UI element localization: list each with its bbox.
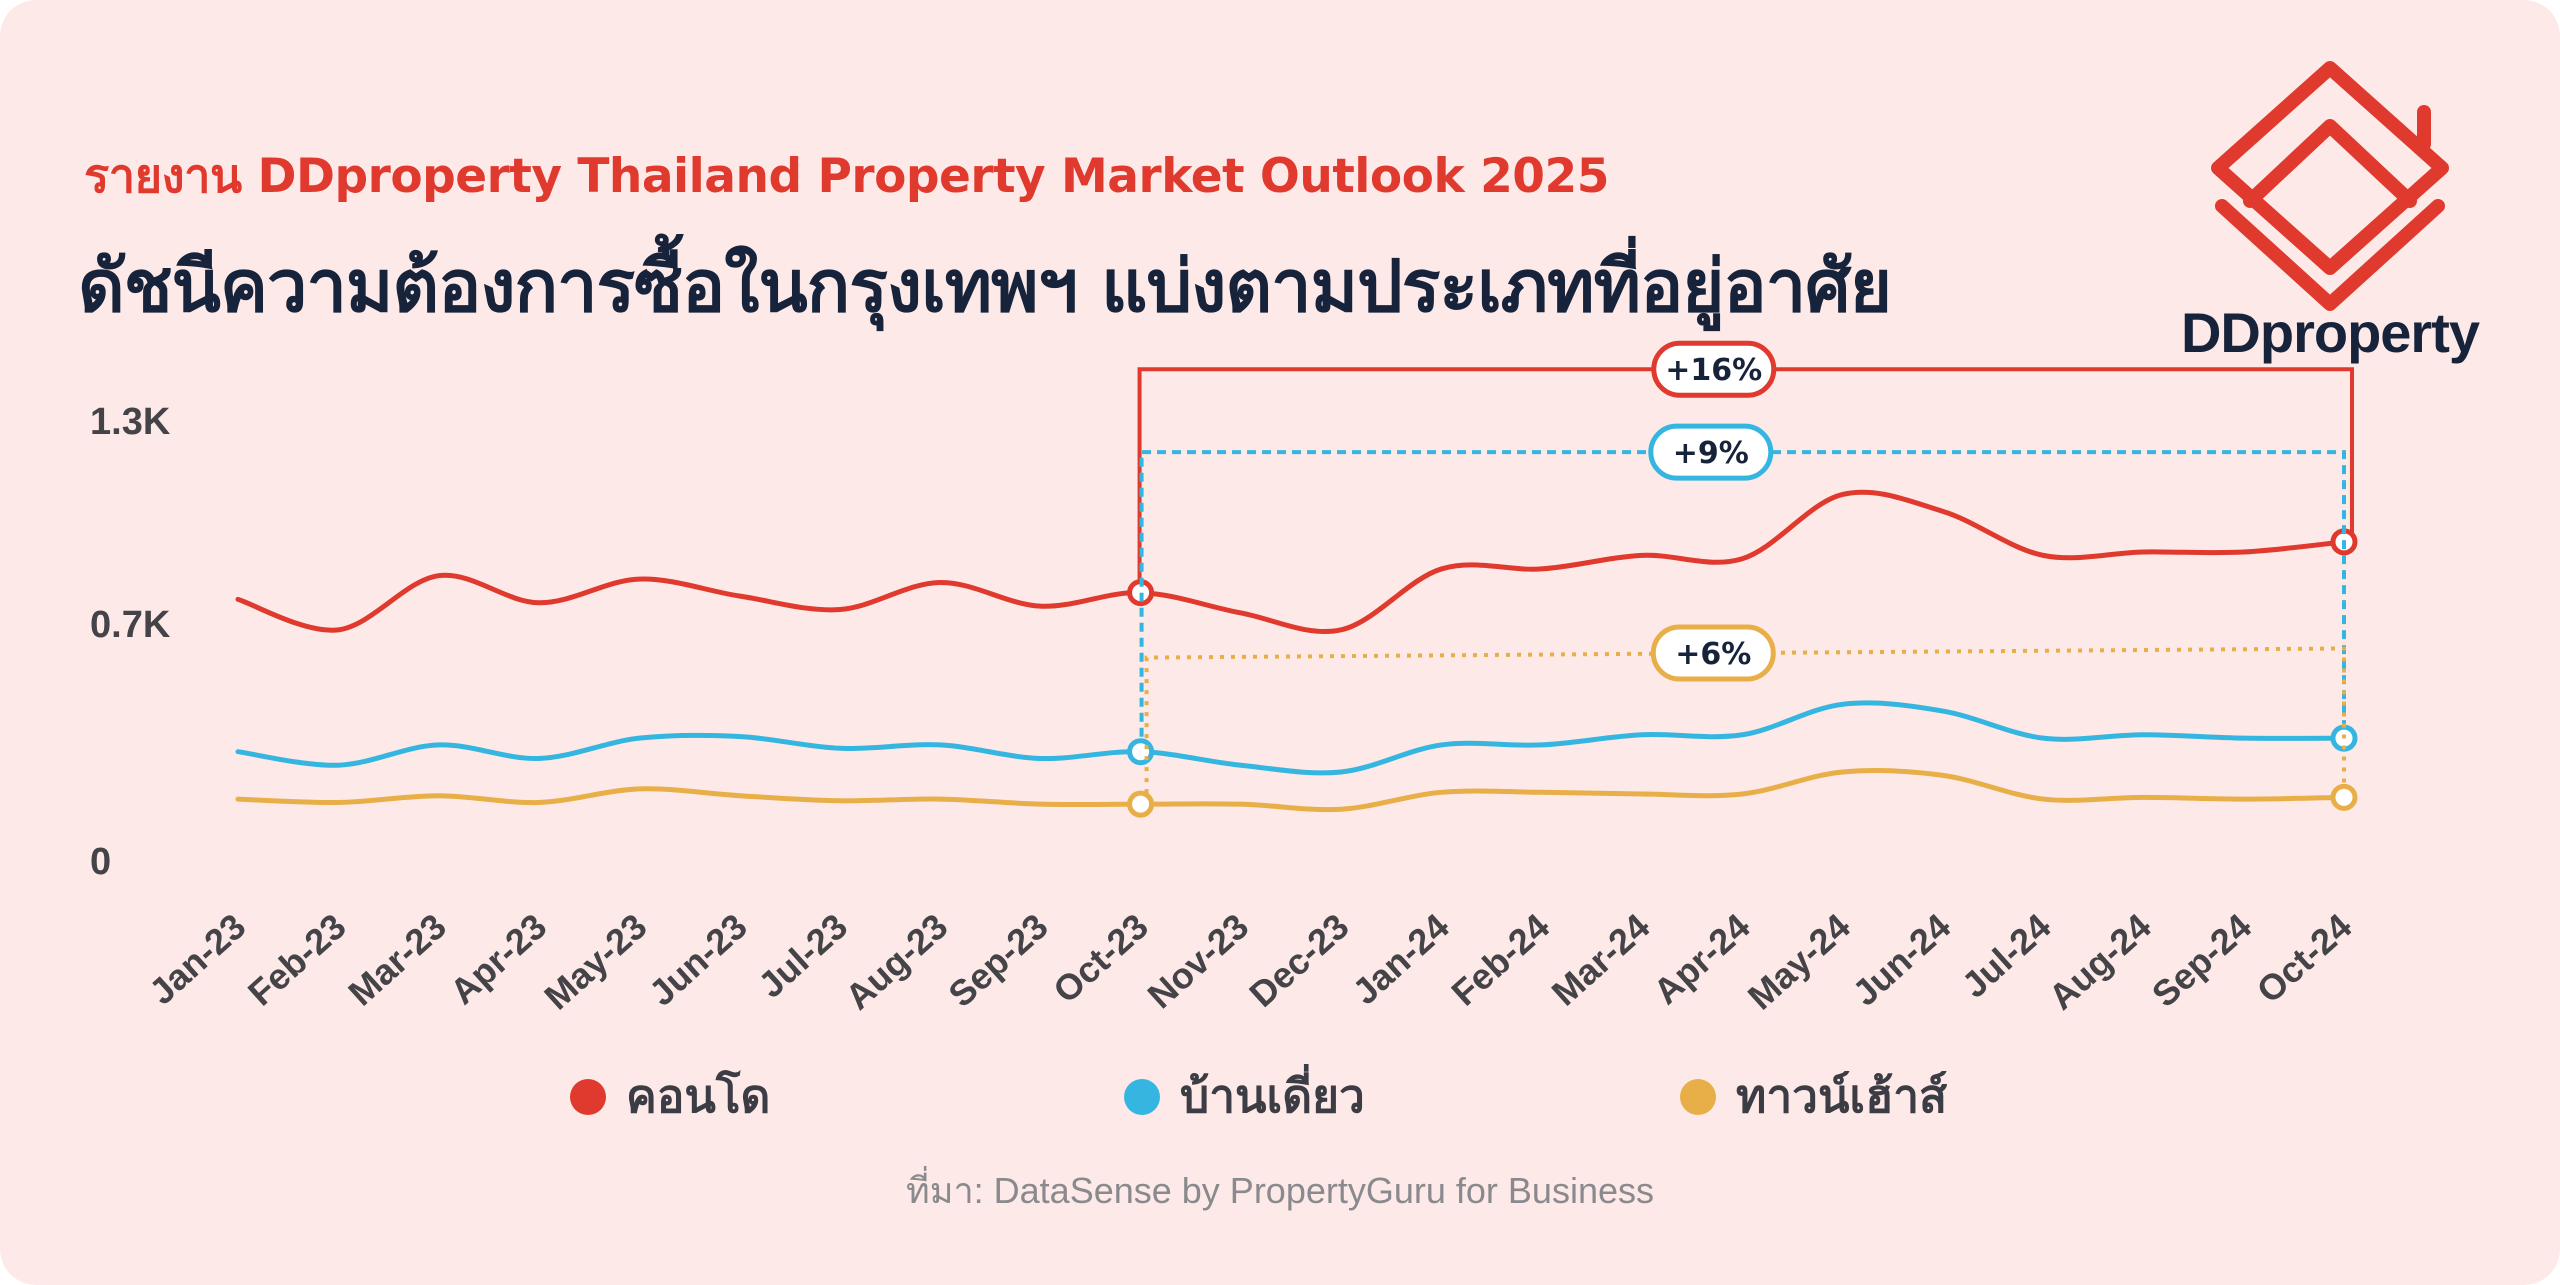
house-layers-icon [2211, 61, 2449, 311]
series-line [235, 489, 2347, 635]
x-tick-label: Oct-23 [1045, 905, 1156, 1010]
x-tick-label: Nov-23 [1140, 905, 1257, 1016]
x-tick-label: Dec-23 [1241, 905, 1356, 1014]
logo-text: DDproperty [2180, 301, 2480, 364]
x-tick-label: Mar-23 [340, 905, 454, 1013]
x-tick-label: Sep-23 [940, 905, 1055, 1014]
legend-item: คอนโด [570, 1060, 770, 1133]
change-bracket [1139, 450, 2346, 752]
x-tick-label: Aug-23 [837, 905, 955, 1017]
change-label: +6% [1675, 637, 1751, 672]
change-badge [1651, 340, 1777, 398]
change-label: +16% [1665, 353, 1762, 388]
legend-label: คอนโด [626, 1069, 771, 1123]
x-tick-label: Feb-23 [240, 905, 354, 1013]
x-tick-label: Jun-23 [641, 905, 755, 1013]
legend-item: ทาวน์เฮ้าส์ [1680, 1060, 1947, 1133]
legend-label: ทาวน์เฮ้าส์ [1736, 1069, 1948, 1123]
x-tick-label: Feb-24 [1443, 905, 1557, 1013]
legend-item: บ้านเดี่ยว [1124, 1060, 1365, 1133]
y-tick-label: 0 [90, 841, 111, 883]
x-tick-label: Mar-24 [1544, 905, 1658, 1013]
y-tick-label: 1.3K [90, 401, 171, 443]
data-point-marker [2330, 783, 2358, 811]
report-title: รายงาน DDproperty Thailand Property Mark… [84, 149, 1609, 204]
x-tick-label: Jun-24 [1845, 905, 1959, 1013]
source-note: ที่มา: DataSense by PropertyGuru for Bus… [905, 1170, 1654, 1211]
chart-legend: คอนโด บ้านเดี่ยว ทาวน์เฮ้าส์ [0, 1060, 2560, 1130]
change-badge [1648, 423, 1774, 481]
series-line [235, 768, 2347, 813]
series-line [235, 700, 2347, 776]
x-tick-label: Aug-24 [2041, 905, 2159, 1017]
legend-dot-icon [570, 1078, 606, 1115]
legend-label: บ้านเดี่ยว [1180, 1069, 1365, 1123]
legend-dot-icon [1680, 1078, 1716, 1115]
x-tick-label: Jan-23 [141, 905, 253, 1012]
change-label: +9% [1673, 436, 1749, 471]
x-tick-label: May-23 [536, 905, 654, 1017]
x-tick-label: Apr-24 [1645, 905, 1757, 1012]
x-tick-label: Sep-24 [2144, 905, 2259, 1014]
y-tick-label: 0.7K [90, 604, 171, 646]
legend-dot-icon [1124, 1078, 1160, 1115]
x-tick-label: May-24 [1740, 905, 1858, 1017]
change-badge [1650, 624, 1776, 682]
x-tick-label: Oct-24 [2249, 905, 2360, 1010]
x-tick-label: Jan-24 [1345, 905, 1457, 1012]
chart-title: ดัชนีความต้องการซื้อในกรุงเทพฯ แบ่งตามปร… [78, 244, 1892, 328]
data-point-marker [1127, 790, 1155, 818]
x-tick-label: Apr-23 [442, 905, 554, 1012]
